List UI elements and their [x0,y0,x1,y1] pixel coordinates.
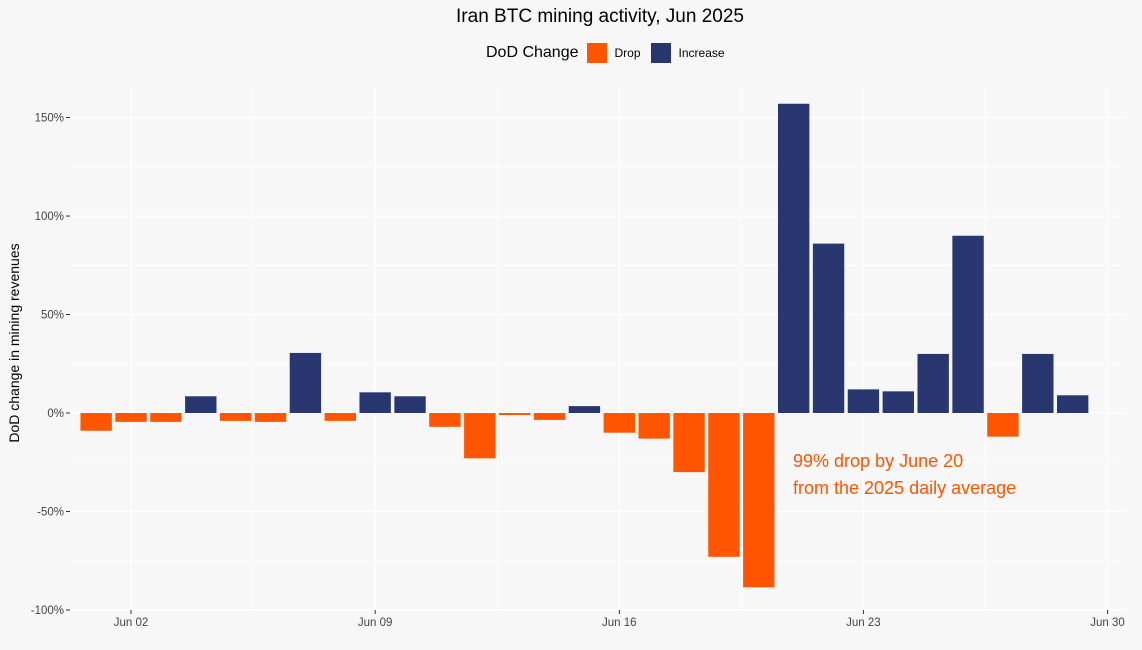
bar-jun-18 [673,413,705,473]
bar-jun-26 [952,235,984,414]
legend-swatch-drop [586,43,607,63]
annotation-line-1: 99% drop by June 20 [793,451,963,471]
bar-jun-13 [498,413,531,415]
bar-jun-27 [987,413,1019,437]
bar-jun-11 [429,413,461,427]
bar-jun-08 [324,413,356,421]
bars-layer [80,103,1089,588]
annotation-line-2: from the 2025 daily average [793,478,1016,498]
bar-jun-23 [847,389,880,414]
bar-jun-15 [568,406,601,414]
bar-jun-05 [219,413,252,421]
bar-jun-19 [708,413,740,557]
bar-jun-29 [1056,395,1089,414]
legend-swatch-increase [650,43,671,63]
y-tick-label: -50% [37,507,64,519]
chart-title: Iran BTC mining activity, Jun 2025 [456,6,744,27]
bar-jun-21 [777,103,810,414]
legend-title: DoD Change [486,44,579,61]
bar-jun-06 [254,413,287,422]
y-tick-label: 50% [41,310,64,322]
bar-jun-22 [812,243,845,414]
bar-jun-12 [464,413,496,459]
bar-jun-09 [359,392,391,414]
bar-jun-16 [603,413,635,433]
bar-jun-04 [185,396,217,414]
bar-jun-02 [115,413,147,422]
bar-jun-24 [882,391,914,414]
x-tick-label: Jun 02 [114,617,149,629]
bar-jun-17 [638,413,670,439]
legend-label-increase: Increase [678,46,725,60]
x-tick-label: Jun 30 [1090,617,1125,629]
bar-jun-03 [150,413,182,422]
legend-label-drop: Drop [614,46,641,60]
bar-jun-20 [743,413,775,588]
x-tick-label: Jun 09 [358,617,393,629]
y-tick-label: 100% [35,211,64,223]
bar-jun-28 [1022,353,1054,414]
y-tick-label: 150% [35,113,64,125]
bar-jun-25 [917,353,949,414]
bar-jun-10 [394,396,426,414]
bar-jun-01 [80,413,112,431]
legend: DoD Change Drop Increase [486,42,735,64]
y-tick-label: -100% [31,605,64,617]
grid-layer [70,88,1125,611]
bar-jun-07 [289,352,322,414]
bar-jun-14 [533,413,566,420]
x-tick-label: Jun 16 [602,617,637,629]
x-tick-label: Jun 23 [846,617,881,629]
axis-layer: 150% 100% 50% 0% -50% -100% Jun 02 Jun 09 Jun 16… [31,113,1125,629]
y-tick-label: 0% [47,408,64,420]
